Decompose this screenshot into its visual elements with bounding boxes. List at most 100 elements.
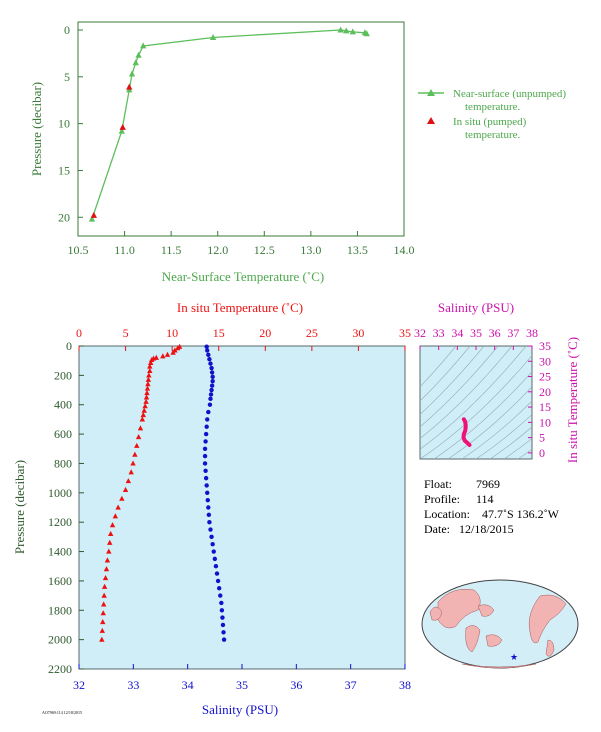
salinity-point	[213, 564, 219, 569]
near-surface-point	[361, 29, 369, 36]
legend-text-line: In situ (pumped)	[453, 116, 527, 128]
ts-ytick-label: 20	[539, 385, 551, 399]
salinity-tick-label: 36	[290, 678, 302, 692]
temperature-point	[101, 583, 108, 589]
temperature-point	[125, 478, 132, 484]
pressure-tick-label: 400	[54, 398, 72, 412]
legend-text-line: Near-surface (unpumped)	[453, 88, 566, 100]
ts-ytick-label: 30	[539, 354, 551, 368]
ts-ytick-label: 35	[539, 339, 551, 353]
near-surface-xtick-label: 12.5	[254, 243, 275, 257]
salinity-point	[221, 637, 227, 642]
temperature-point	[106, 548, 112, 554]
temperature-tick-label: 35	[399, 326, 411, 340]
salinity-point	[202, 453, 208, 459]
temperature-point	[101, 592, 107, 598]
temperature-point	[142, 403, 148, 409]
temperature-point	[132, 451, 138, 457]
salinity-point	[219, 608, 225, 613]
density-contour	[489, 426, 532, 459]
ts-xtick-label: 35	[470, 326, 482, 340]
salinity-point	[219, 600, 224, 606]
temperature-point	[99, 627, 105, 633]
salinity-point	[212, 556, 218, 562]
float-value: 7969	[476, 477, 500, 491]
float-label: Float:	[424, 477, 452, 491]
temperature-point	[143, 394, 150, 400]
near-surface-legend: Near-surface (unpumped) temperature. In s…	[418, 88, 566, 141]
temperature-point	[143, 398, 149, 404]
pressure-tick-label: 1000	[48, 486, 72, 500]
density-contour	[447, 386, 532, 459]
near-surface-plot-frame	[77, 21, 405, 237]
salinity-point	[205, 348, 210, 353]
temperature-point	[103, 566, 110, 572]
density-contour	[420, 346, 471, 402]
temperature-tick-label: 25	[306, 326, 318, 340]
pressure-tick-label: 1200	[48, 515, 72, 529]
salinity-point	[207, 402, 213, 407]
salinity-point	[208, 392, 214, 397]
ts-xtick-label: 36	[489, 326, 501, 340]
pressure-tick-label: 2200	[48, 662, 72, 676]
near-surface-point	[118, 127, 125, 134]
salinity-point	[206, 352, 211, 358]
salinity-point	[209, 383, 215, 388]
temperature-point	[100, 610, 106, 616]
temperature-tick-label: 15	[213, 326, 225, 340]
ts-xtick-label: 34	[451, 326, 463, 340]
near-surface-ytick-label: 5	[64, 70, 70, 84]
pressure-tick-label: 600	[54, 427, 72, 441]
density-contour	[588, 346, 601, 459]
ts-title: Salinity (PSU)	[438, 300, 514, 315]
near-surface-ylabel: Pressure (decibar)	[29, 82, 44, 176]
salinity-point	[210, 542, 215, 547]
ts-ytick-label: 25	[539, 370, 551, 384]
near-surface-xtick-label: 11.0	[114, 243, 135, 257]
salinity-point	[211, 549, 216, 554]
temperature-tick-label: 0	[76, 326, 82, 340]
ts-xtick-label: 32	[414, 326, 426, 340]
legend-label-near-surface: Near-surface (unpumped) temperature.	[453, 88, 566, 113]
in-situ-point	[126, 83, 133, 90]
salinity-point	[209, 370, 215, 375]
temperature-point	[141, 407, 147, 413]
temperature-point	[148, 359, 154, 365]
pressure-tick-label: 800	[54, 456, 72, 470]
temperature-point	[140, 412, 146, 418]
salinity-point	[216, 586, 222, 591]
date-label: Date:	[424, 522, 450, 536]
pressure-tick-label: 1800	[48, 603, 72, 617]
temperature-point	[135, 434, 142, 440]
salinity-point	[206, 409, 211, 415]
salinity-tick-label: 32	[73, 678, 85, 692]
ts-ytick-label: 15	[539, 400, 551, 414]
salinity-point	[203, 475, 209, 481]
legend-marker-near-surface	[427, 89, 435, 96]
in-situ-point	[119, 123, 126, 130]
salinity-point	[214, 571, 220, 576]
float-info: Float: 7969 Profile: 114 Location: 47.7˚…	[424, 477, 560, 536]
temperature-point	[107, 530, 114, 537]
near-surface-xtick-label: 13.5	[347, 243, 368, 257]
salinity-point	[207, 519, 212, 525]
temperature-point	[102, 574, 109, 581]
salinity-point	[209, 387, 214, 393]
profile-chart: 0 5 10 15 20 25 30 35 32 33 34 35 36 37 38 0 200 400 600 80…	[12, 300, 411, 717]
map-land	[429, 589, 567, 669]
density-contour	[420, 346, 457, 388]
temperature-point	[128, 469, 134, 475]
location-value: 47.7˚S 136.2˚W	[482, 507, 560, 521]
profile-plot-frame	[78, 345, 406, 670]
pressure-tick-label: 1600	[48, 574, 72, 588]
temperature-point	[119, 495, 125, 501]
near-surface-xtick-label: 12.0	[207, 243, 228, 257]
legend-text-line: temperature.	[465, 101, 521, 113]
world-map: ★	[421, 579, 579, 669]
near-surface-xtick-label: 14.0	[394, 243, 415, 257]
salinity-point	[205, 497, 210, 503]
density-contour	[503, 438, 532, 459]
pressure-tick-label: 0	[66, 339, 72, 353]
near-surface-point	[128, 70, 136, 77]
